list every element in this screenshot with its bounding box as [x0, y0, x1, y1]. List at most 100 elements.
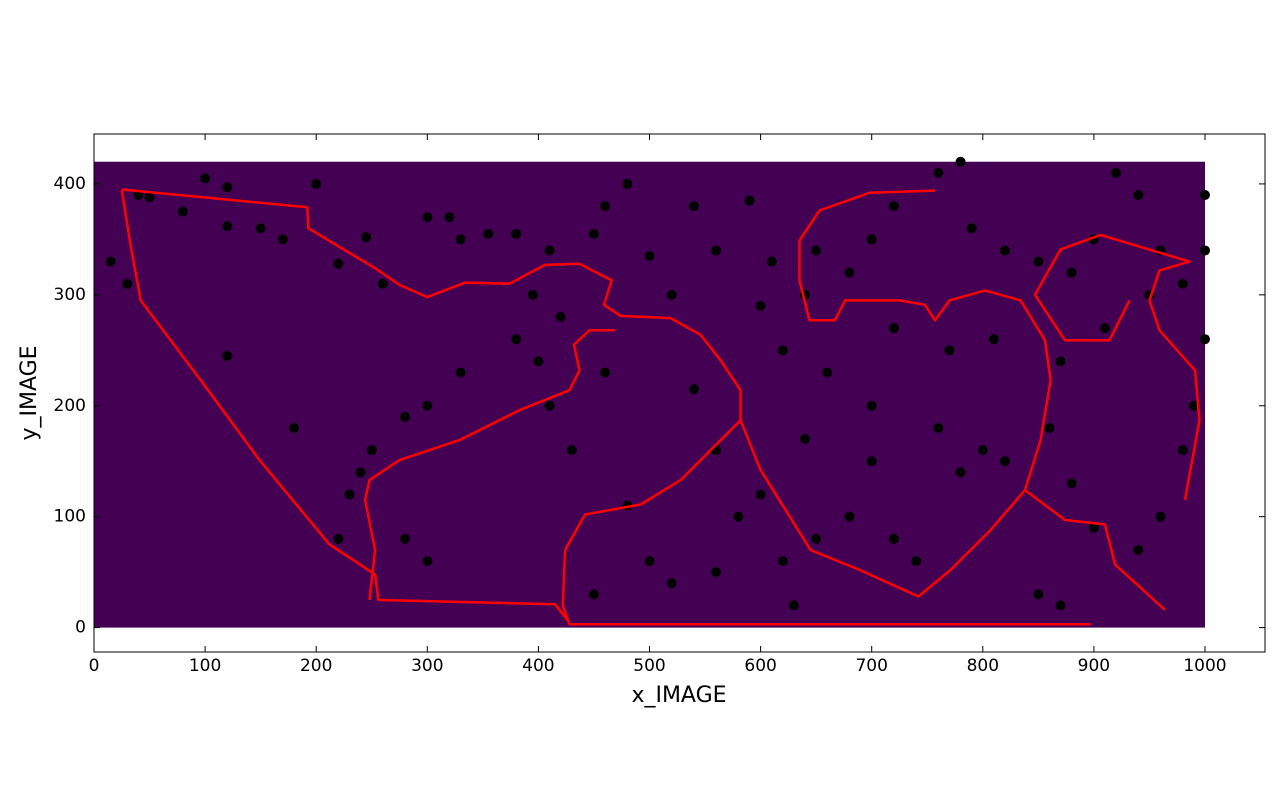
point	[122, 278, 133, 289]
x-tick-label: 400	[522, 656, 554, 676]
point	[588, 589, 599, 600]
point	[933, 167, 944, 178]
point	[755, 300, 766, 311]
point	[355, 467, 366, 478]
point	[788, 600, 799, 611]
point	[555, 312, 566, 323]
point	[444, 212, 455, 223]
point	[733, 511, 744, 522]
point	[1111, 167, 1122, 178]
point	[666, 289, 677, 300]
point	[277, 234, 288, 245]
x-tick-label: 900	[1078, 656, 1110, 676]
y-tick-label: 0	[75, 618, 86, 638]
point	[511, 228, 522, 239]
point	[400, 411, 411, 422]
point	[811, 245, 822, 256]
point	[544, 245, 555, 256]
point	[1088, 522, 1099, 533]
point	[1133, 544, 1144, 555]
point	[511, 334, 522, 345]
x-tick-label: 100	[189, 656, 221, 676]
point	[644, 251, 655, 262]
point	[255, 223, 266, 234]
point	[1155, 511, 1166, 522]
point	[422, 556, 433, 567]
point	[1100, 323, 1111, 334]
point	[866, 234, 877, 245]
point	[311, 178, 322, 189]
point	[200, 173, 211, 184]
point	[911, 556, 922, 567]
point	[1044, 422, 1055, 433]
point	[1066, 267, 1077, 278]
point	[844, 511, 855, 522]
point	[377, 278, 388, 289]
point	[966, 223, 977, 234]
point	[644, 556, 655, 567]
point	[711, 245, 722, 256]
point	[888, 533, 899, 544]
point	[711, 567, 722, 578]
point	[288, 422, 299, 433]
point	[177, 206, 188, 217]
point	[1188, 400, 1199, 411]
point	[527, 289, 538, 300]
point	[422, 400, 433, 411]
point	[944, 345, 955, 356]
point	[1033, 589, 1044, 600]
point	[1200, 334, 1211, 345]
plot-frame	[93, 133, 1266, 653]
y-tick-label: 300	[54, 285, 86, 305]
x-tick-label: 200	[300, 656, 332, 676]
point	[811, 533, 822, 544]
point	[400, 533, 411, 544]
point	[844, 267, 855, 278]
point	[455, 367, 466, 378]
point	[344, 489, 355, 500]
x-axis-label: x_IMAGE	[631, 683, 726, 708]
point	[866, 456, 877, 467]
point	[483, 228, 494, 239]
point	[688, 384, 699, 395]
x-tick-label: 700	[855, 656, 887, 676]
point	[600, 201, 611, 212]
point	[688, 201, 699, 212]
point	[366, 445, 377, 456]
x-tick-label: 0	[89, 656, 100, 676]
point	[1000, 456, 1011, 467]
y-tick-label: 400	[54, 174, 86, 194]
point	[588, 228, 599, 239]
point	[1133, 190, 1144, 201]
point	[744, 195, 755, 206]
point	[1055, 356, 1066, 367]
point	[955, 467, 966, 478]
point	[800, 434, 811, 445]
x-tick-label: 1000	[1183, 656, 1226, 676]
point	[105, 256, 116, 267]
x-tick-label: 500	[633, 656, 665, 676]
point	[777, 345, 788, 356]
point	[888, 323, 899, 334]
route-line	[120, 188, 1201, 626]
x-tick-label: 300	[411, 656, 443, 676]
point	[1033, 256, 1044, 267]
point	[622, 178, 633, 189]
point	[1200, 190, 1211, 201]
point	[422, 212, 433, 223]
point	[1177, 445, 1188, 456]
point	[222, 221, 233, 232]
y-axis-label: y_IMAGE	[17, 345, 42, 440]
point	[361, 232, 372, 243]
point	[144, 192, 155, 203]
point	[333, 258, 344, 269]
point	[222, 182, 233, 193]
point	[1066, 478, 1077, 489]
point	[666, 578, 677, 589]
point	[600, 367, 611, 378]
point	[988, 334, 999, 345]
point	[533, 356, 544, 367]
x-tick-label: 800	[967, 656, 999, 676]
y-tick-label: 200	[54, 396, 86, 416]
point	[888, 201, 899, 212]
